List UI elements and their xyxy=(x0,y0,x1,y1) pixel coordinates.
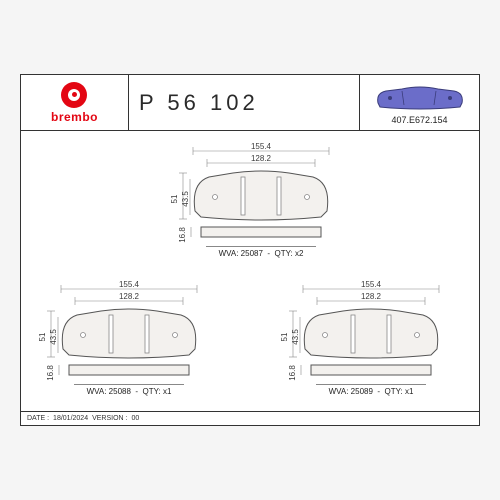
dim-width: 155.4 xyxy=(251,143,272,151)
logo-cell: brembo xyxy=(21,75,129,130)
dim-thickness: 16.8 xyxy=(178,227,187,243)
version-value: 00 xyxy=(132,415,140,422)
pad-drawing-left: 155.4 128.2 51 43.5 16.8 xyxy=(39,281,219,396)
part-number: P 56 102 xyxy=(129,75,359,130)
reference-number: 407.E672.154 xyxy=(391,115,447,125)
dim-height: 51 xyxy=(171,194,179,203)
svg-text:43.5: 43.5 xyxy=(291,329,300,345)
wva-label: WVA: xyxy=(219,249,239,258)
svg-text:128.2: 128.2 xyxy=(361,292,382,301)
footer-bar: DATE : 18/01/2024 VERSION : 00 xyxy=(21,411,479,425)
svg-text:51: 51 xyxy=(281,332,289,341)
pad-caption-left: WVA: 25088 - QTY: x1 xyxy=(39,387,219,396)
qty-label: QTY: xyxy=(274,249,292,258)
svg-text:16.8: 16.8 xyxy=(46,365,55,381)
pad-caption-top: WVA: 25087 - QTY: x2 xyxy=(171,249,351,258)
svg-text:43.5: 43.5 xyxy=(49,329,58,345)
pad-drawing-top: 155.4 128.2 51 43.5 xyxy=(171,143,351,258)
drawing-sheet: brembo P 56 102 407.E672.154 155.4 xyxy=(20,74,480,426)
svg-text:51: 51 xyxy=(39,332,47,341)
svg-text:128.2: 128.2 xyxy=(119,292,140,301)
title-bar: brembo P 56 102 407.E672.154 xyxy=(21,75,479,131)
svg-text:16.8: 16.8 xyxy=(288,365,297,381)
render-cell: 407.E672.154 xyxy=(359,75,479,130)
brembo-mark-icon xyxy=(61,82,87,108)
pad-render-icon xyxy=(372,83,468,113)
brembo-logo: brembo xyxy=(51,82,98,124)
drawings-area: 155.4 128.2 51 43.5 xyxy=(21,131,479,411)
date-label: DATE : xyxy=(27,415,49,422)
qty-value: x2 xyxy=(295,249,303,258)
dim-friction-width: 128.2 xyxy=(251,154,272,163)
pad-caption-right: WVA: 25089 - QTY: x1 xyxy=(281,387,461,396)
svg-text:155.4: 155.4 xyxy=(361,281,382,289)
wva-value: 25087 xyxy=(241,249,263,258)
dim-friction-height: 43.5 xyxy=(181,191,190,207)
version-label: VERSION : xyxy=(92,415,127,422)
date-value: 18/01/2024 xyxy=(53,415,88,422)
svg-text:155.4: 155.4 xyxy=(119,281,140,289)
pad-drawing-right: 155.4 128.2 51 43.5 16.8 xyxy=(281,281,461,396)
brand-text: brembo xyxy=(51,110,98,124)
